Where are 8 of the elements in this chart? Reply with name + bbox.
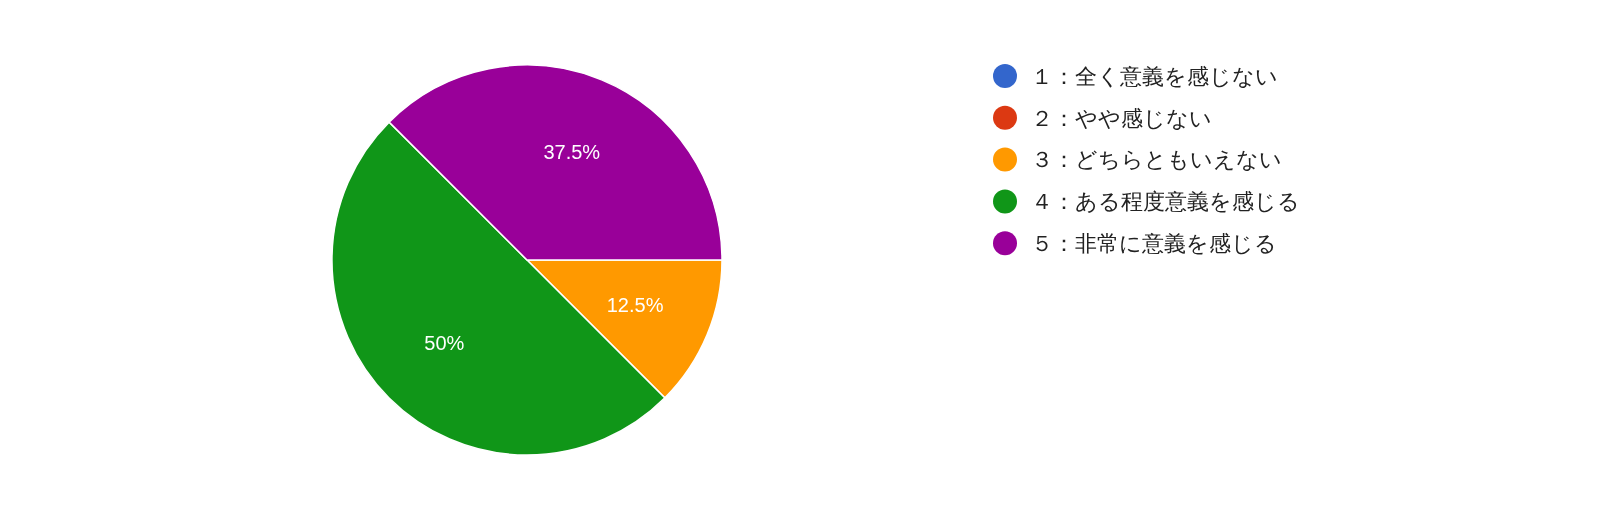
data-label: 37.5% (543, 140, 601, 163)
legend-label: ２：やや感じない (1031, 105, 1212, 131)
legend-label: １：全く意義を感じない (1031, 63, 1278, 89)
legend-label: ３：どちらともいえない (1031, 147, 1282, 173)
legend-label: ５：非常に意義を感じる (1031, 230, 1277, 256)
data-label: 50% (424, 331, 465, 354)
data-label: 12.5% (606, 293, 664, 316)
legend-label: ４：ある程度意義を感じる (1031, 189, 1300, 215)
